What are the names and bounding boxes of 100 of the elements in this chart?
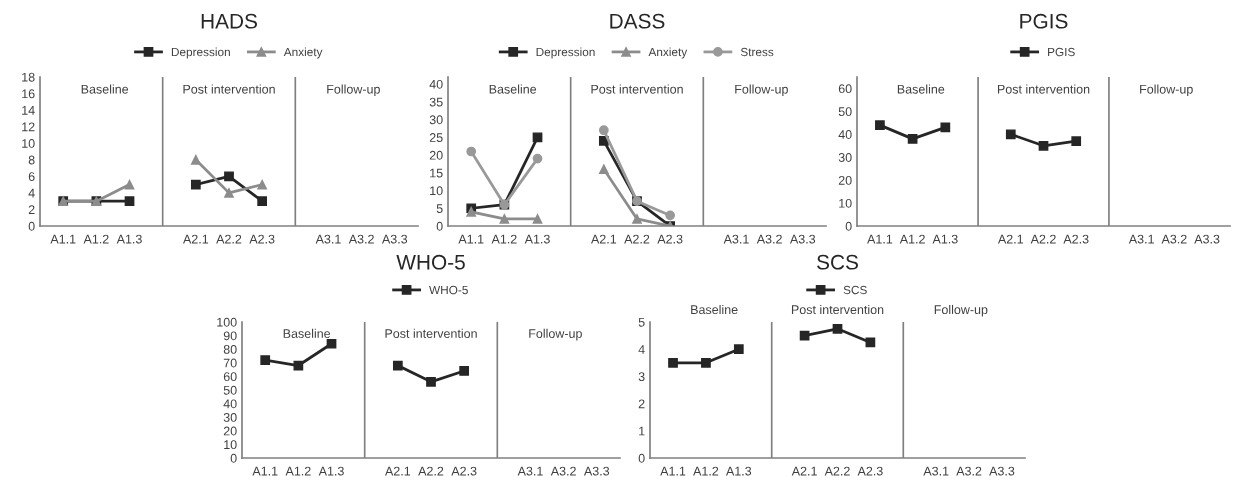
- y-tick-label: 30: [838, 153, 852, 162]
- annotation: Post intervention: [385, 328, 477, 338]
- y-tick-label: 16: [22, 89, 35, 99]
- y-tick-label: 30: [223, 413, 237, 422]
- legend-label: Depression: [171, 47, 230, 59]
- annotation: Follow-up: [1140, 84, 1193, 97]
- text: Post intervention: [791, 304, 884, 315]
- x-tick-label: A2.3: [451, 466, 477, 476]
- y-tick-label: 0: [845, 221, 852, 231]
- legend-label: PGIS: [1048, 47, 1075, 57]
- chart-title: SCS: [817, 254, 858, 270]
- y-tick-label: 50: [838, 107, 852, 117]
- y-tick-label: 70: [223, 358, 237, 368]
- y-tick-label: 14: [22, 106, 35, 115]
- y-tick-label: 35: [429, 97, 443, 107]
- x-tick-label: A2.3: [657, 234, 683, 244]
- y-tick-label: 10: [839, 198, 852, 208]
- legend-label: Stress: [740, 47, 774, 57]
- y-tick-label: 80: [223, 345, 237, 354]
- y-tick-label: 0: [28, 221, 35, 231]
- x-tick-label: A2.2: [624, 234, 650, 244]
- y-tick-label: 6: [28, 172, 35, 181]
- x-tick-label: A3.2: [550, 466, 576, 476]
- x-tick-label: A2.3: [1063, 234, 1089, 244]
- annotation: Post intervention: [591, 84, 683, 94]
- x-tick-label: A2.1: [385, 466, 411, 476]
- x-tick-label: A1.2: [285, 466, 311, 476]
- x-tick-label: A3.1: [315, 234, 341, 244]
- x-tick-label: A3.3: [381, 234, 408, 244]
- x-tick-label: A3.2: [348, 234, 374, 244]
- y-tick-label: 25: [429, 133, 443, 142]
- y-tick-label: 2: [28, 205, 35, 214]
- x-tick-label: A2.3: [249, 234, 275, 244]
- y-tick-label: 1: [639, 426, 645, 436]
- x-tick-label: A2.2: [216, 234, 242, 244]
- y-tick-label: 50: [223, 385, 237, 395]
- y-tick-label: 20: [429, 150, 443, 160]
- x-tick-label: A2.1: [791, 466, 817, 476]
- x-tick-label: A1.1: [50, 234, 76, 244]
- x-tick-label: A1.1: [458, 234, 484, 244]
- legend-label: Anxiety: [283, 47, 323, 59]
- y-tick-label: 0: [436, 221, 443, 231]
- x-tick-label: A1.3: [318, 466, 344, 476]
- x-tick-label: A1.3: [932, 234, 958, 244]
- y-tick-label: 100: [217, 317, 237, 327]
- x-tick-label: A3.1: [723, 234, 749, 244]
- x-tick-label: A3.1: [923, 466, 949, 476]
- y-tick-label: 40: [223, 399, 237, 409]
- x-tick-label: A2.1: [997, 234, 1024, 244]
- x-tick-label: A3.3: [989, 466, 1015, 476]
- x-tick-label: A1.1: [660, 466, 686, 476]
- y-tick-label: 2: [638, 399, 645, 409]
- x-tick-label: A3.2: [756, 234, 782, 244]
- x-tick-label: A2.1: [183, 234, 209, 244]
- x-tick-label: A3.1: [517, 466, 543, 476]
- y-tick-label: 0: [638, 453, 645, 463]
- legend-label: WHO-5: [429, 285, 468, 295]
- x-tick-label: A1.2: [693, 466, 719, 476]
- y-tick-label: 20: [223, 426, 237, 436]
- x-tick-label: A2.1: [591, 234, 617, 244]
- x-tick-label: A2.2: [1030, 234, 1056, 244]
- y-tick-label: 10: [22, 139, 35, 148]
- y-tick-label: 20: [838, 175, 852, 185]
- legend-label: SCS: [843, 285, 867, 295]
- text: Follow-up: [934, 304, 988, 317]
- x-tick-label: A3.2: [956, 466, 982, 476]
- x-tick-label: A3.3: [583, 466, 610, 476]
- y-tick-label: 3: [638, 372, 645, 382]
- x-tick-label: A3.3: [789, 234, 816, 244]
- x-tick-label: A1.2: [491, 234, 517, 244]
- x-tick-label: A1.2: [83, 234, 109, 244]
- x-tick-label: A1.3: [725, 466, 752, 476]
- y-tick-label: 30: [429, 115, 443, 125]
- annotation: Follow-up: [735, 84, 788, 97]
- annotation: Baseline: [897, 84, 945, 94]
- y-tick-label: 90: [223, 331, 237, 341]
- annotation: Baseline: [283, 328, 331, 338]
- y-tick-label: 40: [429, 79, 443, 89]
- y-tick-label: 15: [430, 168, 443, 178]
- x-tick-label: A3.3: [1194, 234, 1220, 244]
- legend-label: Depression: [536, 47, 595, 59]
- y-tick-label: 5: [436, 204, 443, 213]
- x-tick-label: A1.2: [899, 234, 925, 244]
- chart-title: DASS: [610, 13, 665, 29]
- y-tick-label: 40: [838, 130, 852, 139]
- x-tick-label: A1.1: [252, 466, 278, 476]
- x-tick-label: A2.2: [824, 466, 850, 476]
- y-tick-label: 10: [224, 440, 237, 450]
- y-tick-label: 60: [838, 84, 852, 94]
- annotation: Post intervention: [183, 84, 275, 94]
- y-tick-label: 4: [28, 188, 35, 198]
- x-tick-label: A1.3: [524, 234, 550, 244]
- annotation: Baseline: [81, 84, 129, 94]
- x-tick-label: A2.3: [857, 466, 883, 476]
- x-tick-label: A3.1: [1128, 234, 1154, 244]
- chart-title: HADS: [201, 13, 257, 29]
- x-tick-label: A1.1: [867, 234, 893, 244]
- chart-title: PGIS: [1020, 13, 1068, 29]
- text: Baseline: [691, 304, 738, 315]
- annotation: Baseline: [489, 84, 537, 94]
